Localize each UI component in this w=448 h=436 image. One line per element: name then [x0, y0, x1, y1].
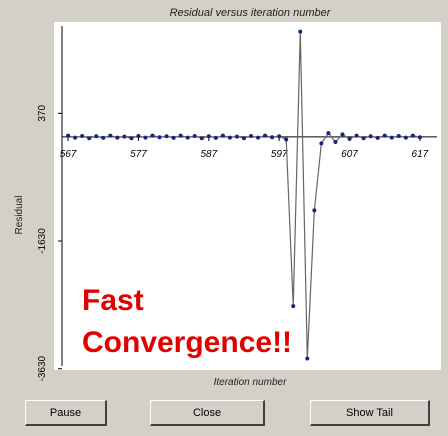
- point: [143, 135, 148, 140]
- point: [333, 140, 338, 145]
- point: [94, 134, 99, 139]
- x-tick-label: 607: [341, 149, 358, 160]
- point: [101, 135, 106, 140]
- x-tick-label: 617: [412, 149, 429, 160]
- x-tick-label: 587: [200, 149, 217, 160]
- point: [87, 136, 92, 141]
- show-tail-button[interactable]: Show Tail: [310, 400, 430, 426]
- point: [157, 135, 162, 140]
- plot-area: [54, 22, 441, 370]
- point: [129, 136, 134, 141]
- point: [150, 133, 155, 138]
- point: [319, 141, 324, 146]
- point: [213, 135, 218, 140]
- point: [284, 137, 289, 142]
- point: [375, 135, 380, 140]
- chart-title: Residual versus iteration number: [170, 7, 332, 19]
- annotation: Fast: [82, 284, 144, 317]
- annotation: Convergence!!: [82, 326, 292, 359]
- y-tick-label: -3630: [37, 355, 48, 381]
- close-button[interactable]: Close: [150, 400, 265, 426]
- point: [396, 133, 401, 138]
- point: [227, 135, 232, 140]
- point: [340, 132, 345, 137]
- y-tick-label: -1630: [37, 228, 48, 254]
- point: [368, 134, 373, 139]
- point: [199, 136, 204, 141]
- point: [326, 131, 331, 136]
- y-tick-label: 370: [37, 105, 48, 122]
- x-tick-label: 567: [60, 149, 77, 160]
- point: [73, 135, 78, 140]
- point: [347, 136, 352, 141]
- x-axis-label: Iteration number: [214, 377, 287, 388]
- point: [403, 135, 408, 140]
- point: [382, 133, 387, 138]
- point: [354, 133, 359, 138]
- point: [136, 133, 141, 138]
- chart: Residual versus iteration number Iterati…: [14, 7, 441, 388]
- point: [66, 133, 71, 138]
- point: [270, 135, 275, 140]
- point: [122, 134, 127, 139]
- point: [241, 136, 246, 141]
- point: [220, 133, 225, 138]
- point: [277, 134, 282, 139]
- point: [361, 136, 366, 141]
- point: [417, 135, 422, 140]
- point: [206, 134, 211, 139]
- x-tick-label: 597: [271, 149, 288, 160]
- point: [312, 208, 317, 213]
- point: [192, 133, 197, 138]
- y-axis-label: Residual: [14, 196, 25, 235]
- point: [291, 304, 296, 309]
- point: [108, 133, 113, 138]
- x-tick-label: 577: [130, 149, 147, 160]
- point: [389, 135, 394, 140]
- point: [256, 135, 261, 140]
- point: [115, 135, 120, 140]
- point: [298, 29, 303, 34]
- point: [234, 134, 239, 139]
- point: [164, 134, 169, 139]
- pause-button[interactable]: Pause: [25, 400, 107, 426]
- point: [185, 135, 190, 140]
- point: [178, 133, 183, 138]
- point: [249, 133, 254, 138]
- point: [305, 356, 310, 361]
- point: [263, 133, 268, 138]
- point: [410, 133, 415, 138]
- point: [171, 135, 176, 140]
- point: [80, 133, 85, 138]
